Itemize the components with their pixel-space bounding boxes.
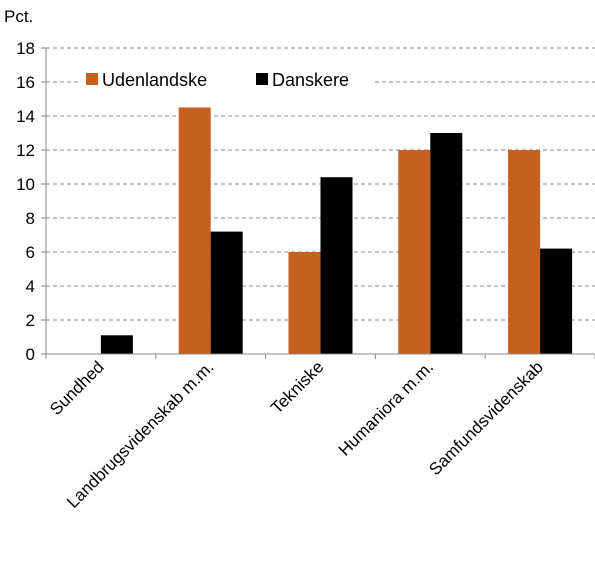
y-tick-label: 6 <box>26 243 35 262</box>
category-label: Tekniske <box>267 357 327 417</box>
y-axis-ticks: 0 2 4 6 8 10 12 14 16 18 <box>16 39 46 364</box>
y-tick-label: 2 <box>26 311 35 330</box>
y-tick-label: 16 <box>16 73 35 92</box>
bar-udenlandske-3 <box>398 150 431 354</box>
category-label: Humaniora m.m. <box>335 357 437 459</box>
legend-label-udenlandske: Udenlandske <box>102 70 207 90</box>
legend-swatch-danskere <box>256 73 268 85</box>
bar-udenlandske-4 <box>508 150 541 354</box>
bar-danskere-3 <box>430 133 463 354</box>
y-tick-label: 14 <box>16 107 35 126</box>
y-tick-label: 4 <box>26 277 35 296</box>
category-label: Sundhed <box>46 357 108 419</box>
legend-background <box>78 66 372 94</box>
bar-danskere-2 <box>320 177 353 354</box>
bar-danskere-4 <box>540 248 573 354</box>
bar-udenlandske-1 <box>178 107 211 354</box>
axes <box>45 48 595 359</box>
legend: Udenlandske Danskere <box>78 66 372 94</box>
legend-label-danskere: Danskere <box>272 70 349 90</box>
y-tick-label: 0 <box>26 345 35 364</box>
y-tick-label: 18 <box>16 39 35 58</box>
bar-danskere-1 <box>210 231 243 354</box>
y-axis-label: Pct. <box>4 7 33 26</box>
legend-swatch-udenlandske <box>86 73 98 85</box>
y-tick-label: 10 <box>16 175 35 194</box>
category-label: Samfundsvidenskab <box>425 357 547 479</box>
bars <box>100 107 573 354</box>
bar-udenlandske-2 <box>288 252 321 354</box>
y-tick-label: 8 <box>26 209 35 228</box>
y-tick-label: 12 <box>16 141 35 160</box>
bar-danskere-0 <box>100 335 133 354</box>
